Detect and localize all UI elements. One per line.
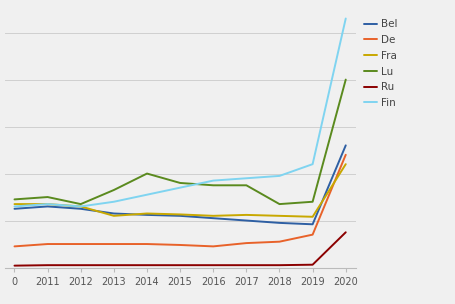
Lu [243, 184, 248, 187]
Fra [309, 215, 315, 219]
Bel [309, 223, 315, 226]
Line: De: De [15, 155, 345, 246]
De [276, 240, 282, 244]
Fin [309, 162, 315, 166]
Bel [111, 212, 116, 215]
Fra [342, 162, 348, 166]
Line: Ru: Ru [15, 232, 345, 266]
Ru [243, 263, 248, 267]
Fin [12, 205, 17, 208]
Bel [78, 207, 83, 211]
Ru [12, 264, 17, 268]
De [78, 242, 83, 246]
Line: Bel: Bel [15, 145, 345, 224]
De [111, 242, 116, 246]
Lu [144, 172, 149, 175]
Lu [45, 195, 50, 199]
Fin [342, 17, 348, 20]
Fin [144, 193, 149, 196]
Lu [276, 202, 282, 206]
Lu [111, 188, 116, 192]
Lu [177, 181, 182, 185]
Bel [210, 216, 216, 220]
Fra [276, 214, 282, 218]
Fin [177, 186, 182, 189]
De [243, 241, 248, 245]
De [12, 244, 17, 248]
Fin [210, 179, 216, 182]
De [177, 243, 182, 247]
Bel [144, 213, 149, 217]
Ru [45, 263, 50, 267]
Line: Lu: Lu [15, 80, 345, 204]
De [144, 242, 149, 246]
Ru [144, 263, 149, 267]
Lu [309, 200, 315, 204]
Ru [210, 263, 216, 267]
Line: Fra: Fra [15, 164, 345, 217]
Ru [78, 263, 83, 267]
Ru [276, 263, 282, 267]
Fra [111, 214, 116, 218]
Lu [78, 202, 83, 206]
Lu [210, 184, 216, 187]
Fin [78, 205, 83, 208]
Fra [12, 202, 17, 206]
Ru [309, 263, 315, 267]
Fra [144, 212, 149, 215]
De [45, 242, 50, 246]
Fin [276, 174, 282, 178]
Ru [177, 263, 182, 267]
Ru [342, 230, 348, 234]
Bel [276, 221, 282, 225]
Bel [177, 214, 182, 218]
Fin [45, 202, 50, 206]
Fra [78, 205, 83, 208]
Bel [45, 205, 50, 208]
Bel [12, 207, 17, 211]
Fra [210, 214, 216, 218]
Fin [243, 176, 248, 180]
Line: Fin: Fin [15, 19, 345, 206]
Fra [177, 212, 182, 216]
Lu [12, 198, 17, 201]
De [342, 153, 348, 157]
Legend: Bel, De, Fra, Lu, Ru, Fin: Bel, De, Fra, Lu, Ru, Fin [364, 19, 397, 108]
De [210, 244, 216, 248]
Fra [45, 202, 50, 206]
Fin [111, 200, 116, 204]
Ru [111, 263, 116, 267]
Bel [342, 143, 348, 147]
Bel [243, 219, 248, 222]
Lu [342, 78, 348, 81]
Fra [243, 213, 248, 217]
De [309, 233, 315, 237]
